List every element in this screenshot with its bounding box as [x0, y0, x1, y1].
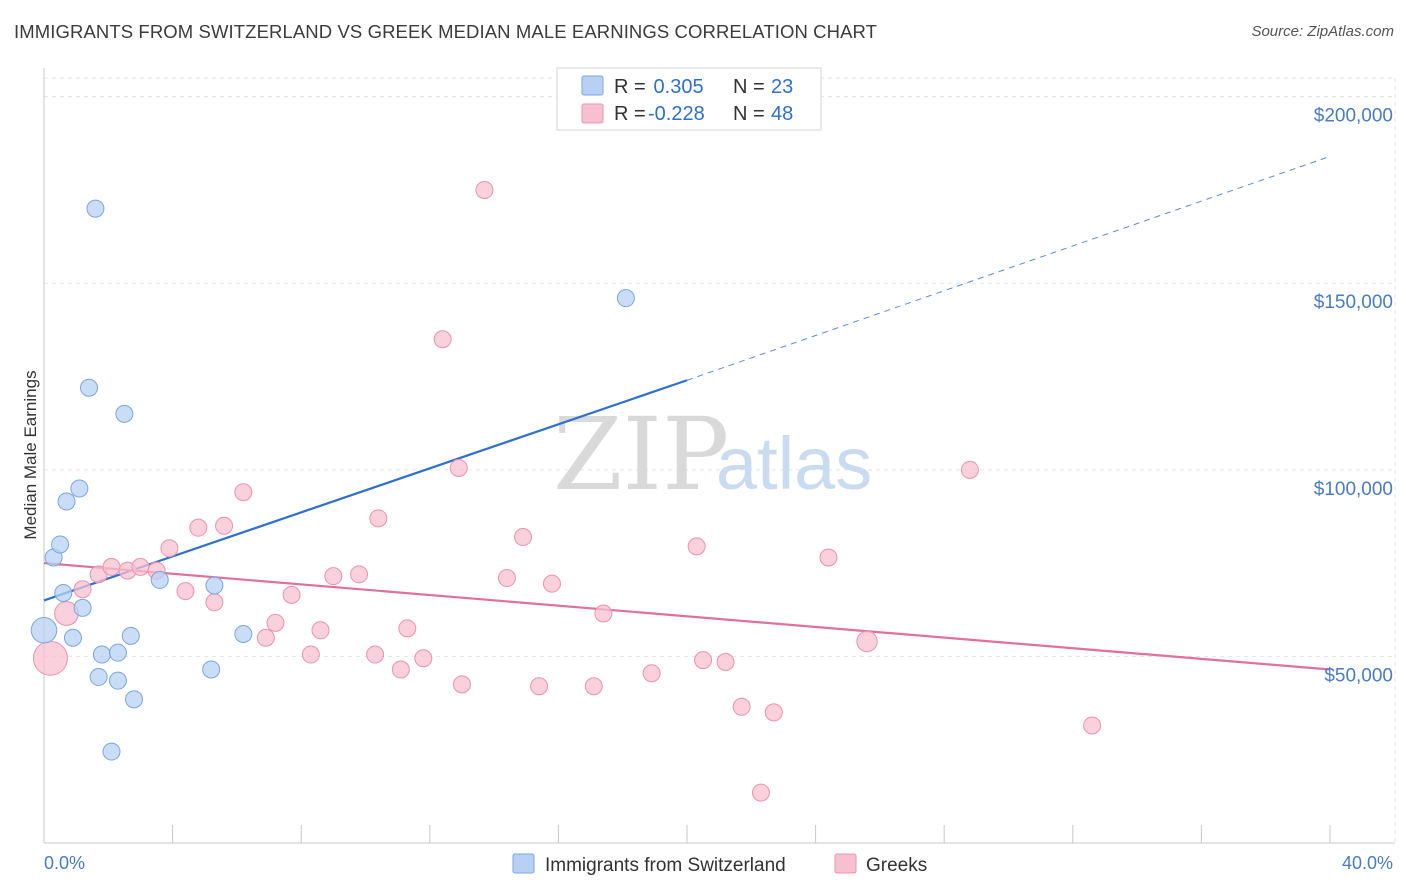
x-tick-label-min: 0.0%: [44, 853, 85, 873]
point-switzerland: [115, 404, 134, 423]
axes: [43, 68, 1395, 844]
watermark: ZIP atlas: [553, 396, 872, 513]
legend-n-label-1: N =: [733, 76, 765, 98]
point-greeks: [530, 677, 549, 696]
point-greeks: [594, 604, 613, 623]
point-greeks: [542, 574, 561, 593]
point-switzerland: [63, 628, 82, 647]
legend-r-label-1: R =: [614, 76, 646, 98]
point-switzerland: [80, 378, 99, 397]
point-greeks: [176, 582, 195, 601]
trend-line-greeks: [43, 562, 1331, 671]
point-switzerland: [86, 199, 105, 218]
point-greeks: [584, 677, 603, 696]
point-greeks: [324, 567, 343, 586]
point-switzerland: [205, 576, 224, 595]
point-greeks: [32, 640, 68, 676]
bottom-legend-swatch-pink: [834, 853, 857, 874]
trend-line-switzerland-extension: [686, 155, 1331, 381]
point-greeks: [350, 565, 369, 584]
point-greeks: [189, 518, 208, 537]
point-greeks: [1083, 716, 1102, 735]
bottom-legend-label-2: Greeks: [866, 855, 927, 876]
legend-r-value-2: -0.228: [648, 103, 705, 125]
point-greeks: [160, 539, 179, 558]
y-axis-label: Median Male Earnings: [21, 370, 40, 539]
point-switzerland: [92, 645, 111, 664]
point-greeks: [215, 516, 234, 535]
legend: R = 0.305 N = 23 R = -0.228 N = 48: [556, 67, 822, 131]
point-greeks: [102, 557, 121, 576]
point-switzerland: [121, 626, 140, 645]
tick-labels: $50,000 $100,000 $150,000 $200,000 0.0% 40.0%: [44, 106, 1393, 873]
watermark-atlas: atlas: [716, 422, 872, 505]
point-switzerland: [108, 643, 127, 662]
point-greeks: [391, 660, 410, 679]
point-switzerland: [108, 671, 127, 690]
point-greeks: [234, 483, 253, 502]
point-greeks: [856, 630, 878, 653]
point-greeks: [311, 621, 330, 640]
bottom-legend: Immigrants from Switzerland Greeks: [512, 853, 927, 876]
point-greeks: [449, 458, 468, 477]
point-greeks: [301, 645, 320, 664]
point-greeks: [131, 557, 150, 576]
point-switzerland: [89, 667, 108, 686]
point-greeks: [433, 330, 452, 349]
y-tick-label: $100,000: [1314, 479, 1393, 500]
y-tick-label: $50,000: [1324, 665, 1393, 686]
legend-r-value-1: 0.305: [648, 76, 704, 98]
legend-n-value-1: 23: [771, 76, 793, 98]
point-greeks: [73, 580, 92, 599]
point-greeks: [366, 645, 385, 664]
point-greeks: [282, 585, 301, 604]
legend-n-label-2: N =: [733, 103, 765, 125]
point-switzerland: [202, 660, 221, 679]
point-greeks: [751, 783, 770, 802]
y-tick-label: $200,000: [1314, 106, 1393, 127]
point-switzerland: [54, 583, 73, 602]
point-switzerland: [30, 617, 58, 644]
point-greeks: [642, 664, 661, 683]
point-greeks: [452, 675, 471, 694]
watermark-zip: ZIP: [553, 396, 729, 513]
point-switzerland: [150, 570, 169, 589]
point-greeks: [716, 653, 735, 672]
point-greeks: [205, 593, 224, 612]
point-greeks: [514, 528, 533, 546]
point-greeks: [497, 569, 516, 588]
legend-swatch-pink: [581, 103, 604, 124]
y-tick-label: $150,000: [1314, 292, 1393, 313]
point-switzerland: [73, 598, 92, 617]
point-greeks: [687, 537, 706, 556]
point-greeks: [819, 548, 838, 567]
point-greeks: [266, 613, 285, 632]
legend-swatch-blue: [581, 75, 604, 96]
point-switzerland: [102, 742, 121, 761]
bottom-legend-label-1: Immigrants from Switzerland: [545, 855, 786, 876]
point-greeks: [475, 180, 494, 199]
point-greeks: [960, 460, 979, 479]
point-greeks: [369, 509, 388, 528]
point-greeks: [398, 619, 417, 638]
legend-r-label-2: R =: [614, 103, 646, 125]
point-greeks: [732, 697, 751, 716]
point-switzerland: [51, 535, 70, 554]
data-points: [30, 180, 1102, 802]
chart-title: IMMIGRANTS FROM SWITZERLAND VS GREEK MED…: [14, 21, 878, 42]
legend-n-value-2: 48: [771, 103, 793, 125]
point-greeks: [256, 628, 275, 647]
point-greeks: [764, 703, 783, 722]
point-switzerland: [125, 690, 144, 709]
point-switzerland: [70, 479, 89, 498]
point-switzerland: [234, 625, 253, 644]
point-switzerland: [616, 289, 635, 308]
point-greeks: [694, 651, 713, 670]
bottom-legend-swatch-blue: [512, 853, 535, 874]
point-greeks: [414, 649, 433, 668]
point-switzerland: [57, 492, 76, 511]
x-tick-label-max: 40.0%: [1342, 853, 1393, 873]
source-label: Source: ZipAtlas.com: [1251, 23, 1394, 40]
